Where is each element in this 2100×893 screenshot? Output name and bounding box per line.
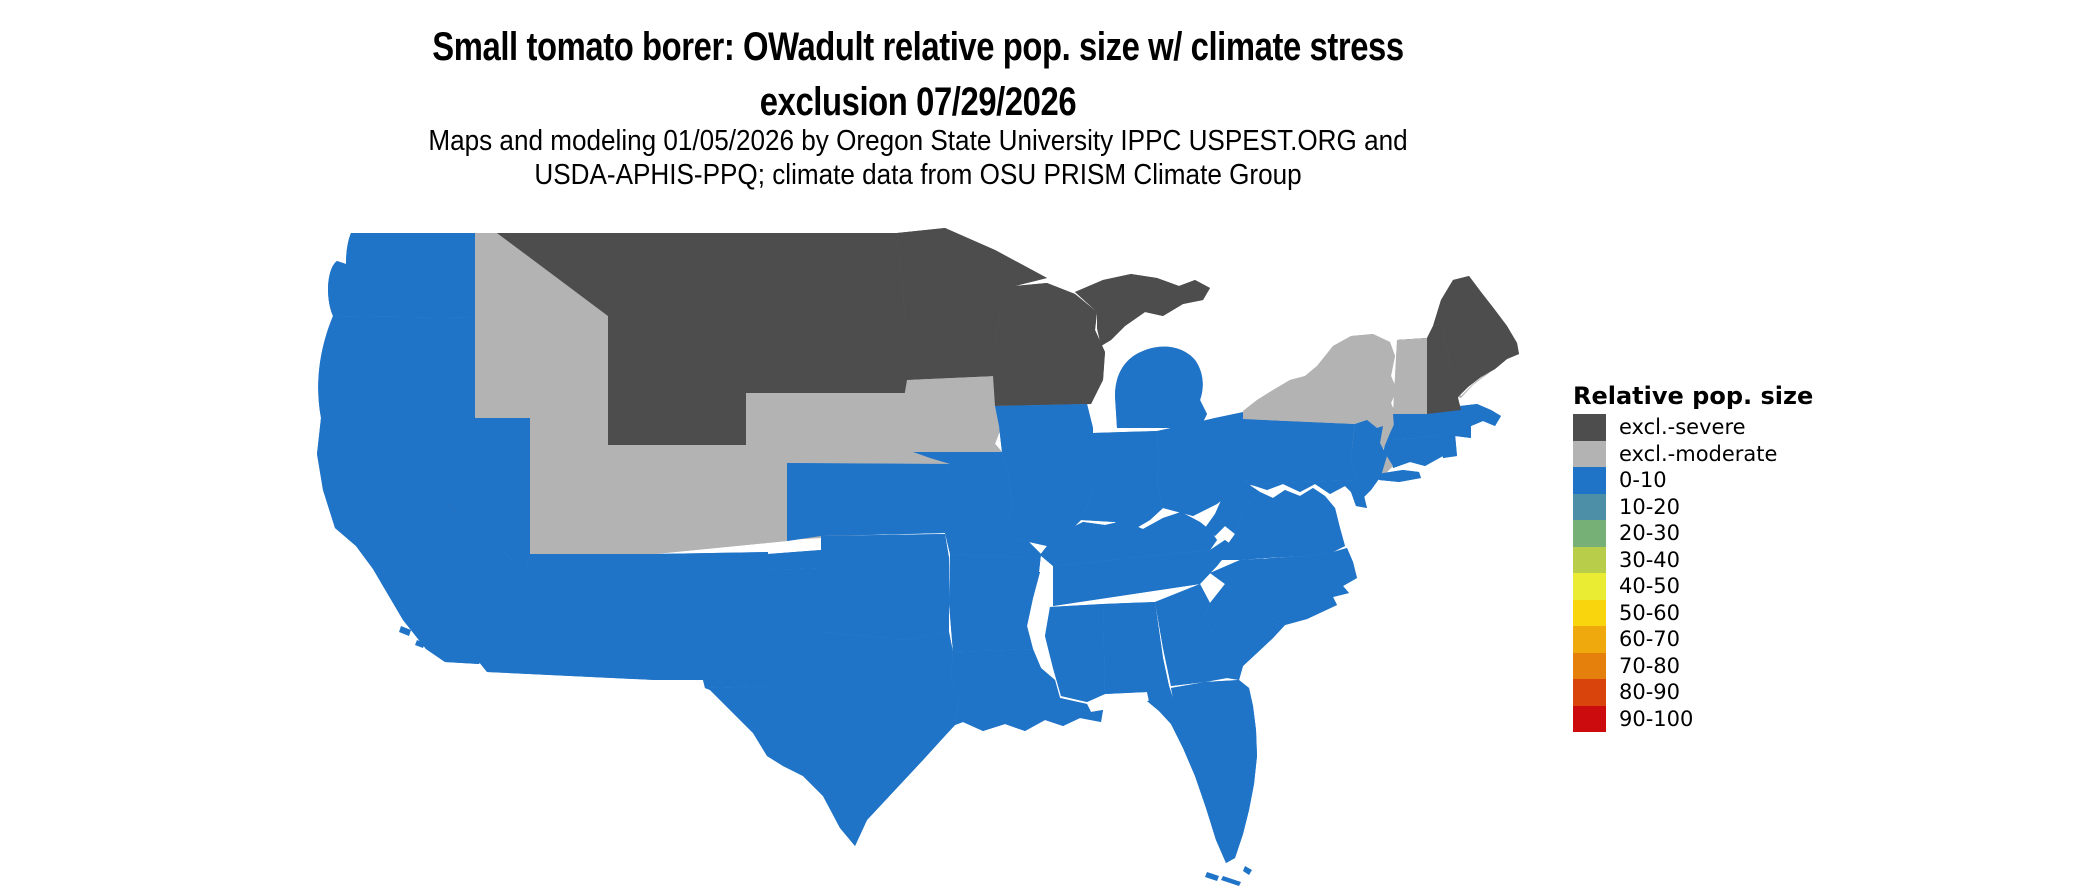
legend-swatch bbox=[1573, 546, 1606, 573]
legend-swatch bbox=[1573, 520, 1606, 547]
legend-row: 70-80 bbox=[1573, 652, 1813, 679]
legend-row: 60-70 bbox=[1573, 626, 1813, 653]
legend-label: 90-100 bbox=[1619, 706, 1694, 731]
legend: Relative pop. size excl.-severe excl.-mod… bbox=[1573, 382, 1813, 732]
legend-row: 40-50 bbox=[1573, 573, 1813, 600]
legend-row: excl.-moderate bbox=[1573, 440, 1813, 467]
map-title-line1: Small tomato borer: OWadult relative pop… bbox=[432, 25, 1404, 69]
legend-swatch bbox=[1573, 414, 1606, 441]
legend-row: 10-20 bbox=[1573, 493, 1813, 520]
legend-label: 60-70 bbox=[1619, 627, 1681, 651]
legend-swatch bbox=[1573, 652, 1606, 679]
legend-swatch bbox=[1573, 467, 1606, 494]
us-choropleth-map bbox=[315, 226, 1521, 886]
state-border-layer bbox=[315, 226, 1521, 865]
florida-keys bbox=[1205, 866, 1252, 886]
legend-label: 40-50 bbox=[1619, 574, 1681, 598]
channel-islands bbox=[399, 626, 425, 648]
legend-label: 20-30 bbox=[1619, 521, 1681, 545]
us-map-container bbox=[305, 226, 1521, 888]
legend-title: Relative pop. size bbox=[1573, 382, 1814, 410]
legend-label: excl.-moderate bbox=[1619, 441, 1778, 466]
legend-row: 0-10 bbox=[1573, 467, 1813, 494]
legend-row: 80-90 bbox=[1573, 679, 1813, 706]
legend-swatch bbox=[1573, 679, 1606, 706]
legend-swatch bbox=[1573, 493, 1606, 520]
legend-label: 0-10 bbox=[1619, 468, 1667, 492]
legend-swatch bbox=[1573, 440, 1606, 467]
legend-label: 10-20 bbox=[1619, 494, 1681, 519]
legend-row: excl.-severe bbox=[1573, 414, 1813, 441]
map-subtitle: Maps and modeling 01/05/2026 by Oregon S… bbox=[92, 124, 1744, 192]
legend-items: excl.-severe excl.-moderate 0-10 10-20 20-30… bbox=[1573, 414, 1813, 732]
legend-row: 90-100 bbox=[1573, 705, 1813, 732]
legend-label: 30-40 bbox=[1619, 547, 1681, 572]
legend-row: 50-60 bbox=[1573, 599, 1813, 626]
legend-swatch bbox=[1573, 626, 1606, 653]
legend-label: 80-90 bbox=[1619, 680, 1681, 704]
map-title: Small tomato borer: OWadult relative pop… bbox=[165, 20, 1671, 130]
map-subtitle-line2: USDA-APHIS-PPQ; climate data from OSU PR… bbox=[534, 159, 1302, 191]
legend-swatch bbox=[1573, 599, 1606, 626]
legend-label: 50-60 bbox=[1619, 600, 1681, 625]
legend-row: 20-30 bbox=[1573, 520, 1813, 547]
map-title-line2: exclusion 07/29/2026 bbox=[759, 80, 1077, 124]
map-subtitle-line1: Maps and modeling 01/05/2026 by Oregon S… bbox=[428, 125, 1408, 157]
legend-label: 70-80 bbox=[1619, 653, 1681, 678]
legend-label: excl.-severe bbox=[1619, 415, 1746, 439]
legend-row: 30-40 bbox=[1573, 546, 1813, 573]
legend-swatch bbox=[1573, 705, 1606, 732]
legend-swatch bbox=[1573, 573, 1606, 600]
